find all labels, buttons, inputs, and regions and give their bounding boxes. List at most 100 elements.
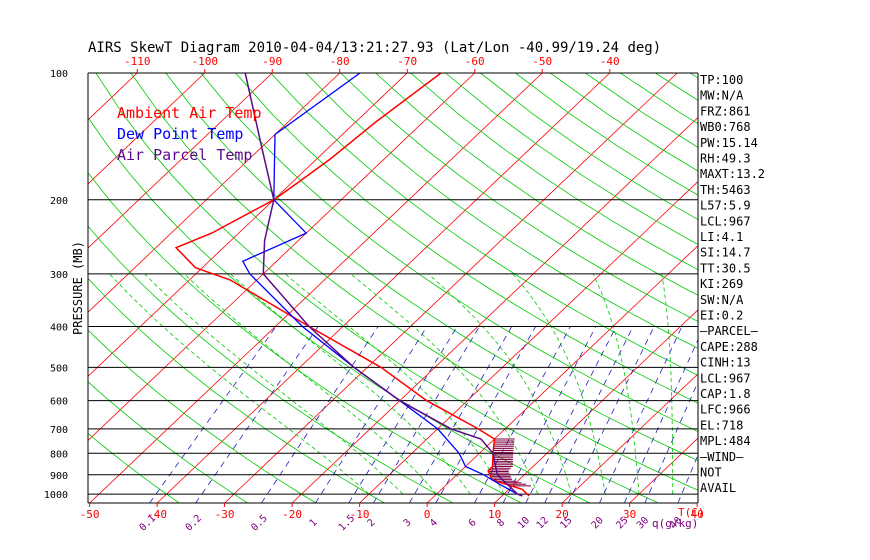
dry-adiabat-line (830, 73, 870, 503)
index-entry: FRZ:861 (700, 104, 751, 118)
pressure-tick-label: 600 (50, 397, 68, 408)
isotherm-line (88, 73, 273, 249)
top-tick-label: -60 (465, 55, 485, 68)
mixing-ratio-line (149, 326, 277, 503)
index-entry: EI:0.2 (700, 309, 743, 323)
mixing-ratio-tick-label: 4 (428, 517, 440, 529)
mixing-ratio-line (435, 326, 536, 503)
top-temperature-ticks: -110 -100 -90 -80 -70 -60 -50 -40 (124, 55, 620, 73)
bottom-temperature-ticks: -50 -40 -30 -20 -10 0 10 20 30 40 (80, 503, 704, 521)
dry-adiabat-line (165, 73, 698, 462)
bottom-tick-label: 10 (488, 508, 501, 521)
bottom-tick-label: -10 (350, 508, 370, 521)
index-entry: —PARCEL— (700, 324, 759, 338)
legend-entry: Air Parcel Temp (117, 146, 252, 164)
isotherm-line (156, 73, 611, 503)
mixing-ratio-tick-label: 1 (308, 517, 320, 529)
mixing-ratio-line (567, 326, 655, 503)
pressure-tick-label: 700 (50, 425, 68, 436)
moist-adiabat-line (184, 273, 437, 495)
isotherm-line (0, 73, 70, 503)
mixing-ratio-tick-label: 0.2 (184, 513, 205, 534)
top-tick-label: -70 (397, 55, 417, 68)
index-entry: LFC:966 (700, 403, 751, 417)
index-entry: LCL:967 (700, 371, 751, 385)
series-line (174, 73, 530, 497)
top-tick-label: -110 (124, 55, 151, 68)
dry-adiabat-line (88, 329, 317, 503)
y-axis-label: PRESSURE (MB) (71, 241, 85, 335)
dry-adiabat-line (305, 73, 698, 349)
mixing-ratio-line (409, 326, 513, 503)
mixing-ratio-tick-label: 30 (635, 515, 651, 531)
moist-adiabat-line (661, 273, 674, 495)
pressure-tick-label: 400 (50, 323, 68, 334)
isotherm-line (88, 73, 408, 377)
index-entry: RH:49.3 (700, 152, 751, 166)
mixing-ratio-line (261, 326, 379, 503)
mixing-ratio-tick-label: 2 (366, 517, 378, 529)
dry-adiabat-line (655, 73, 698, 101)
index-entry: PW:15.14 (700, 136, 758, 150)
cape-hatch-area (488, 438, 532, 487)
isotherm-line (765, 73, 870, 503)
isotherm-line (88, 73, 341, 313)
index-entry: L57:5.9 (700, 199, 751, 213)
isobar-lines (88, 72, 698, 495)
index-entry: SW:N/A (700, 293, 744, 307)
mixing-ratio-line (623, 338, 698, 503)
top-tick-label: -40 (600, 55, 620, 68)
dry-adiabat-line (130, 73, 698, 491)
index-entry: WB0:768 (700, 120, 751, 134)
top-tick-label: -50 (532, 55, 552, 68)
index-entry: NOT (700, 466, 722, 480)
isotherm-line (561, 373, 698, 503)
index-entry: TH:5463 (700, 183, 751, 197)
moist-adiabat-line (592, 273, 640, 495)
pressure-tick-label: 800 (50, 449, 68, 460)
x-unit-label: T(C) (678, 506, 705, 519)
mixing-ratio-tick-label: 0.5 (249, 513, 270, 534)
moist-adiabat-line (428, 273, 572, 495)
dry-adiabat-line (88, 171, 522, 503)
top-tick-label: -90 (262, 55, 282, 68)
bottom-tick-label: -40 (147, 508, 167, 521)
dry-adiabat-line (235, 73, 698, 404)
isotherm-line (224, 73, 678, 503)
index-entry: EL:718 (700, 418, 743, 432)
bottom-tick-label: 0 (424, 508, 431, 521)
mixing-ratio-tick-label: 3 (402, 517, 414, 529)
series-line (244, 73, 523, 497)
mixing-ratio-line (599, 326, 683, 503)
bottom-tick-label: -20 (282, 508, 302, 521)
pressure-tick-label: 1000 (44, 490, 68, 501)
legend-entry: Ambient Air Temp (117, 104, 262, 122)
index-entry: MPL:484 (700, 434, 751, 448)
bottom-tick-label: 20 (555, 508, 568, 521)
mixing-ratio-tick-label: 20 (590, 515, 606, 531)
bottom-tick-label: 40 (690, 508, 703, 521)
bottom-tick-label: 30 (623, 508, 636, 521)
index-entry: SI:14.7 (700, 246, 751, 260)
pressure-ticks: 100 200 300 400 500 600 700 800 900 1000 (44, 69, 68, 501)
isotherm-line (88, 73, 476, 441)
isotherm-line (426, 245, 698, 503)
index-entry: CINH:13 (700, 356, 751, 370)
index-entry: CAPE:288 (700, 340, 758, 354)
mixing-ratio-tick-label: 8 (495, 517, 507, 529)
chart-title: AIRS SkewT Diagram 2010-04-04/13:21:27.9… (88, 40, 661, 56)
mixing-ratio-line (348, 326, 458, 503)
index-entry: KI:269 (700, 277, 743, 291)
top-tick-label: -80 (330, 55, 350, 68)
pressure-tick-label: 300 (50, 270, 68, 281)
dry-adiabat-line (445, 73, 698, 245)
dry-adiabat-line (88, 432, 180, 503)
dry-adiabat-line (795, 73, 870, 503)
isotherm-line (0, 73, 2, 503)
moist-adiabat-line (144, 273, 404, 495)
dry-adiabat-line (95, 73, 659, 503)
dry-adiabat-line (88, 277, 385, 503)
mixing-ratio-tick-label: 12 (535, 515, 551, 531)
